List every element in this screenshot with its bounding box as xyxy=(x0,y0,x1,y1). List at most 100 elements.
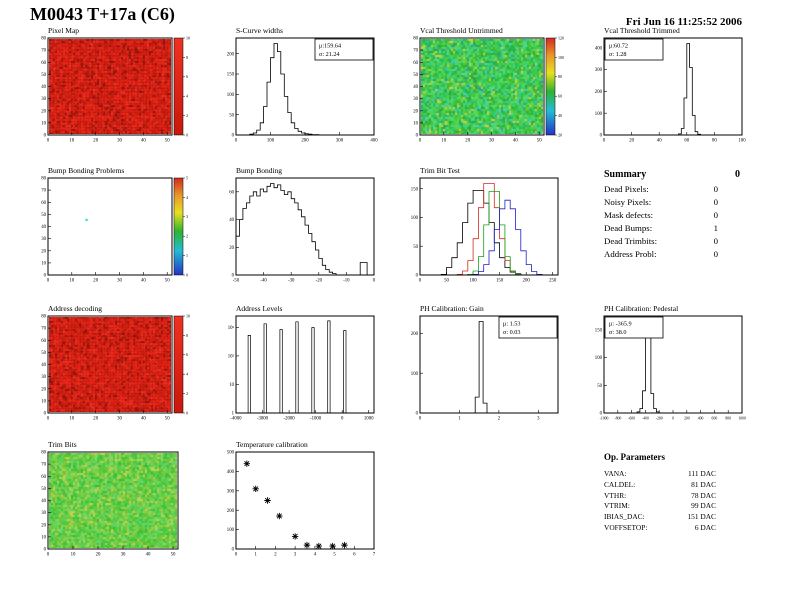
op-parameter-row-value: 6 DAC xyxy=(694,522,716,532)
svg-text:50: 50 xyxy=(165,417,170,422)
panel-address-decoding: Address decoding 0 10 20 30 40 50 0 10 20 30 40 50 60… xyxy=(18,302,206,429)
ph-calibration-pedestal-plot: -1000 -800 -600 -400 -200 0 200 400 600 800 1000 0 5… xyxy=(595,315,746,421)
svg-text:30: 30 xyxy=(41,511,46,516)
timestamp: Fri Jun 16 11:25:52 2006 xyxy=(625,16,742,28)
op-parameter-row: IBIAS_DAC: 151 DAC xyxy=(604,512,716,523)
page-title: M0043 T+17a (C6) xyxy=(30,4,175,24)
op-parameters-rows: VANA: 111 DAC CALDEL: 81 DAC VTHR: 78 DAC VTRI… xyxy=(604,469,716,534)
svg-text:-2000: -2000 xyxy=(283,417,295,422)
svg-text:30: 30 xyxy=(41,375,46,380)
svg-text:10²: 10² xyxy=(228,354,235,360)
svg-text:150: 150 xyxy=(411,187,419,192)
svg-text:300: 300 xyxy=(227,489,235,494)
svg-text:10: 10 xyxy=(71,553,76,558)
svg-text:2: 2 xyxy=(186,234,188,239)
svg-text:10: 10 xyxy=(229,383,234,388)
panel-trim-bits: Trim Bits 0 10 20 30 40 50 0 10 20 30 40 50 60 70 80 xyxy=(18,438,212,565)
svg-text:200: 200 xyxy=(301,139,309,144)
svg-text:0: 0 xyxy=(603,139,606,144)
trim-bits-map xyxy=(49,453,177,548)
svg-text:150: 150 xyxy=(496,279,504,284)
svg-text:1: 1 xyxy=(186,253,188,258)
summary-row: Dead Pixels: 0 xyxy=(604,183,718,196)
svg-text:60: 60 xyxy=(41,201,46,206)
svg-text:20: 20 xyxy=(96,553,101,558)
svg-text:10³: 10³ xyxy=(228,325,235,331)
svg-text:0: 0 xyxy=(235,553,238,558)
svg-text:-30: -30 xyxy=(288,279,295,284)
op-parameter-row: VOFFSETOP: 6 DAC xyxy=(604,523,716,534)
svg-text:50: 50 xyxy=(537,139,542,144)
svg-text:0: 0 xyxy=(47,553,50,558)
svg-text:8: 8 xyxy=(186,55,188,60)
svg-text:20: 20 xyxy=(558,132,562,137)
svg-text:400: 400 xyxy=(227,470,235,475)
svg-text:50: 50 xyxy=(444,279,449,284)
panel-title-ph-calibration-gain: PH Calibration: Gain xyxy=(420,304,484,313)
svg-text:20: 20 xyxy=(93,279,98,284)
svg-text:20: 20 xyxy=(229,246,234,251)
svg-text:3: 3 xyxy=(537,417,540,422)
svg-text:0: 0 xyxy=(419,139,422,144)
svg-text:0: 0 xyxy=(419,417,422,422)
svg-text:0: 0 xyxy=(47,417,50,422)
svg-text:80: 80 xyxy=(41,177,46,182)
svg-text:150: 150 xyxy=(227,73,235,78)
svg-text:10: 10 xyxy=(41,536,46,541)
svg-text:30: 30 xyxy=(117,139,122,144)
svg-text:300: 300 xyxy=(595,68,603,73)
op-parameter-row: VTRIM: 99 DAC xyxy=(604,501,716,512)
svg-text:60: 60 xyxy=(41,339,46,344)
svg-text:100: 100 xyxy=(595,112,603,117)
vcal-threshold-untrimmed-map xyxy=(421,39,543,134)
svg-text:10: 10 xyxy=(41,262,46,267)
svg-text:40: 40 xyxy=(229,218,234,223)
svg-text:0: 0 xyxy=(44,274,47,279)
svg-text:60: 60 xyxy=(558,94,562,99)
vcal-threshold-untrimmed-plot: 0 10 20 30 40 50 0 10 20 30 40 50 60 70 80 120 100 80 60 40… xyxy=(413,35,564,144)
svg-text:6: 6 xyxy=(186,74,188,79)
svg-text:50: 50 xyxy=(41,487,46,492)
summary-header: Summary 0 xyxy=(604,169,740,180)
svg-text:4: 4 xyxy=(186,195,188,200)
panel-address-levels: Address Levels -4000 -3000 -2000 -1000 0 1000 1… xyxy=(206,302,408,429)
svg-text:0: 0 xyxy=(235,139,238,144)
svg-text:20: 20 xyxy=(413,109,418,114)
address-decoding-map xyxy=(49,317,171,412)
svg-text:500: 500 xyxy=(227,451,235,456)
op-parameter-row: VTHR: 78 DAC xyxy=(604,491,716,502)
svg-text:100: 100 xyxy=(469,279,477,284)
svg-text:800: 800 xyxy=(725,417,731,421)
svg-text:0: 0 xyxy=(600,412,603,417)
svg-text:μ: 1.53: μ: 1.53 xyxy=(503,321,520,328)
svg-text:70: 70 xyxy=(41,327,46,332)
op-parameter-row: VANA: 111 DAC xyxy=(604,469,716,480)
svg-text:10: 10 xyxy=(186,35,190,40)
svg-text:-10: -10 xyxy=(343,279,350,284)
op-parameter-row: CALDEL: 81 DAC xyxy=(604,480,716,491)
svg-text:600: 600 xyxy=(712,417,718,421)
svg-text:100: 100 xyxy=(411,372,419,377)
svg-text:0: 0 xyxy=(416,274,419,279)
op-parameter-row-label: VTRIM: xyxy=(604,501,630,511)
svg-text:2: 2 xyxy=(186,113,188,118)
svg-text:μ: -365.9: μ: -365.9 xyxy=(609,321,632,328)
svg-text:40: 40 xyxy=(41,363,46,368)
panel-title-vcal-threshold-untrimmed: Vcal Threshold Untrimmed xyxy=(420,26,503,35)
svg-text:40: 40 xyxy=(146,553,151,558)
svg-text:50: 50 xyxy=(41,213,46,218)
panel-title-temperature-calibration: Temperature calibration xyxy=(236,440,308,449)
svg-text:1000: 1000 xyxy=(738,417,746,421)
svg-text:0: 0 xyxy=(47,279,50,284)
svg-text:200: 200 xyxy=(227,509,235,514)
svg-text:10: 10 xyxy=(413,122,418,127)
panel-pixel-map: Pixel Map 0 10 20 30 40 50 0 10 20 30 40 50 60 70 80 10 8… xyxy=(18,24,206,151)
svg-text:30: 30 xyxy=(413,97,418,102)
svg-text:10: 10 xyxy=(41,122,46,127)
temperature-calibration-plot: 0 1 2 3 4 5 6 7 0 100 200 300 400 500 xyxy=(227,451,376,558)
svg-text:-800: -800 xyxy=(614,417,621,421)
svg-text:20: 20 xyxy=(93,417,98,422)
svg-text:40: 40 xyxy=(657,139,662,144)
